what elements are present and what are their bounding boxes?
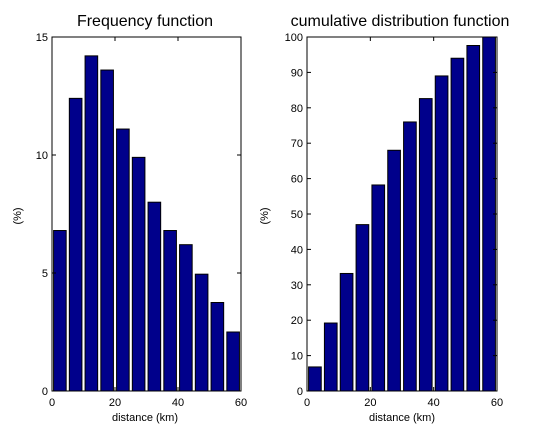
bar xyxy=(179,244,193,392)
bar xyxy=(100,69,114,392)
bar xyxy=(163,230,177,392)
x-tick-label: 0 xyxy=(49,397,55,409)
y-tick-label: 90 xyxy=(291,67,303,79)
x-axis-label: distance (km) xyxy=(369,412,435,424)
bar xyxy=(131,156,146,392)
bar xyxy=(450,57,465,392)
plot-frame xyxy=(306,36,498,392)
bar-series xyxy=(308,36,496,392)
bar xyxy=(84,55,99,392)
y-tick-label: 60 xyxy=(291,174,303,186)
y-axis-label: (%) xyxy=(259,207,271,224)
bar xyxy=(403,121,417,392)
y-tick-label: 50 xyxy=(291,209,303,221)
x-tick-label: 60 xyxy=(491,397,503,409)
y-tick-label: 80 xyxy=(291,103,303,115)
bar xyxy=(355,224,370,392)
y-tick-label: 30 xyxy=(291,280,303,292)
y-tick-label: 10 xyxy=(291,351,303,363)
bar xyxy=(210,302,225,392)
bar-series xyxy=(53,55,240,392)
cumulative-distribution-chart: cumulative distribution function (%) dis… xyxy=(259,13,509,424)
x-tick-label: 60 xyxy=(235,397,247,409)
y-tick-label: 0 xyxy=(297,386,303,398)
chart-title: cumulative distribution function xyxy=(291,13,510,30)
x-axis-label: distance (km) xyxy=(112,412,178,424)
chart-title: Frequency function xyxy=(77,13,213,30)
bar xyxy=(68,97,83,392)
y-tick-label: 10 xyxy=(36,150,48,162)
y-tick-label: 5 xyxy=(42,268,48,280)
bar xyxy=(194,273,209,392)
y-tick-label: 100 xyxy=(285,32,303,44)
bar xyxy=(53,230,67,392)
y-tick-label: 15 xyxy=(36,32,48,44)
x-tick-label: 0 xyxy=(304,397,310,409)
y-tick-label: 20 xyxy=(291,315,303,327)
x-tick-label: 20 xyxy=(109,397,121,409)
bar xyxy=(308,366,322,392)
y-tick-label: 0 xyxy=(42,386,48,398)
x-tick-label: 40 xyxy=(172,397,184,409)
bar xyxy=(323,322,338,392)
frequency-chart: Frequency function (%) distance (km) 0 20… xyxy=(12,13,247,424)
y-tick-label: 70 xyxy=(291,138,303,150)
bar xyxy=(147,201,162,392)
bar xyxy=(339,272,354,392)
bar xyxy=(418,98,433,392)
bar xyxy=(371,184,386,392)
plot-frame xyxy=(51,36,242,392)
bar xyxy=(116,128,130,392)
y-tick-label: 40 xyxy=(291,244,303,256)
bar xyxy=(466,45,481,392)
bar xyxy=(226,331,240,392)
axis-ticks: 0 20 40 60 0 10 20 30 40 50 60 70 80 90 100 xyxy=(285,32,503,409)
y-axis-label: (%) xyxy=(12,207,24,224)
x-tick-label: 20 xyxy=(364,397,376,409)
bar xyxy=(387,149,401,392)
x-tick-label: 40 xyxy=(428,397,440,409)
bar xyxy=(434,75,449,392)
